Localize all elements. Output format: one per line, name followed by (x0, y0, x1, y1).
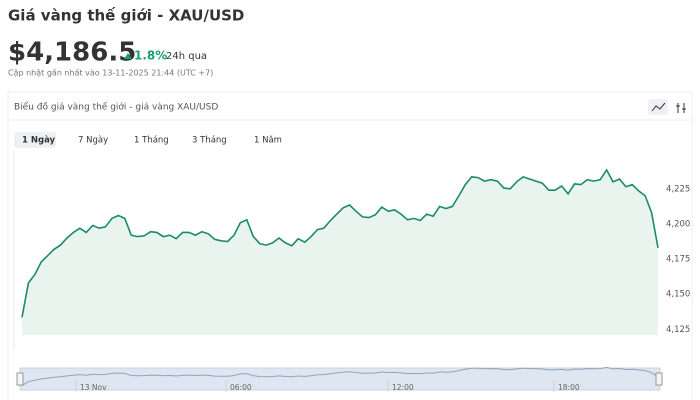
navigator-label: 13 Nov (80, 383, 107, 392)
navigator-handle[interactable] (16, 372, 24, 386)
change: 1.8% (134, 49, 167, 63)
period: 24h qua (166, 51, 207, 62)
tab[interactable]: 3 Tháng (192, 136, 227, 146)
navigator-handle[interactable] (655, 372, 663, 386)
price: $4,186.5 (8, 38, 136, 68)
navigator-line (21, 366, 659, 387)
y-tick-label: 4,175 (666, 255, 690, 265)
navigator-label: 12:00 (392, 383, 414, 392)
y-tick-label: 4,150 (666, 290, 690, 300)
tab[interactable]: 1 Ngày (22, 136, 56, 146)
y-tick-label: 4,225 (666, 184, 690, 194)
navigator-label: 06:00 (230, 383, 252, 392)
y-tick-label: 4,200 (666, 219, 690, 229)
card-title: Biểu đồ giá vàng thế giới - giá vàng XAU… (14, 102, 218, 113)
y-tick-label: 4,125 (666, 325, 690, 335)
price-line (21, 168, 659, 318)
tab[interactable]: 7 Ngày (78, 136, 108, 146)
tab-active[interactable] (14, 132, 56, 148)
candle-icon[interactable] (676, 103, 686, 113)
line-icon (651, 102, 666, 112)
navigator-label: 18:00 (558, 383, 580, 392)
tab[interactable]: 1 Năm (254, 136, 282, 146)
updated: Cập nhật gần nhất vào 13-11-2025 21:44 (… (8, 68, 213, 79)
tab[interactable]: 1 Tháng (134, 136, 169, 146)
page-title: Giá vàng thế giới - XAU/USD (8, 6, 244, 25)
up-arrow (124, 53, 132, 59)
area (22, 169, 658, 335)
